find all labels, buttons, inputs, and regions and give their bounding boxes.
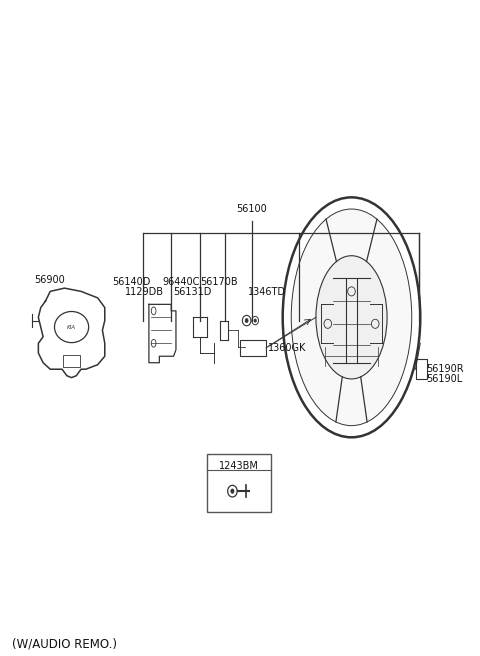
Ellipse shape [242,316,251,326]
Ellipse shape [151,307,156,315]
Text: 56131D: 56131D [173,287,212,297]
Text: KIA: KIA [67,325,76,329]
Bar [416,359,427,379]
Polygon shape [38,288,105,378]
Text: 56190L: 56190L [426,374,463,384]
Text: (W/AUDIO REMO.): (W/AUDIO REMO.) [12,637,117,650]
Ellipse shape [151,339,156,347]
Ellipse shape [245,319,248,323]
Bar [207,453,271,512]
Ellipse shape [291,209,412,426]
Bar [240,340,266,356]
Bar [63,355,80,367]
Text: 1346TD: 1346TD [248,287,286,297]
Text: 1360GK: 1360GK [267,343,306,353]
Text: 56140D: 56140D [112,277,150,287]
Ellipse shape [55,312,89,342]
Text: 56900: 56900 [34,275,65,285]
Ellipse shape [231,489,234,493]
Ellipse shape [228,485,237,497]
Ellipse shape [252,316,259,325]
Text: 56100: 56100 [237,203,267,214]
Text: 96440C: 96440C [162,277,199,287]
Text: 1129DB: 1129DB [125,287,164,297]
Text: 1243BM: 1243BM [218,461,259,471]
Text: 56170B: 56170B [200,277,238,287]
Ellipse shape [316,256,387,379]
Text: 56190R: 56190R [426,364,464,374]
Ellipse shape [254,319,256,322]
